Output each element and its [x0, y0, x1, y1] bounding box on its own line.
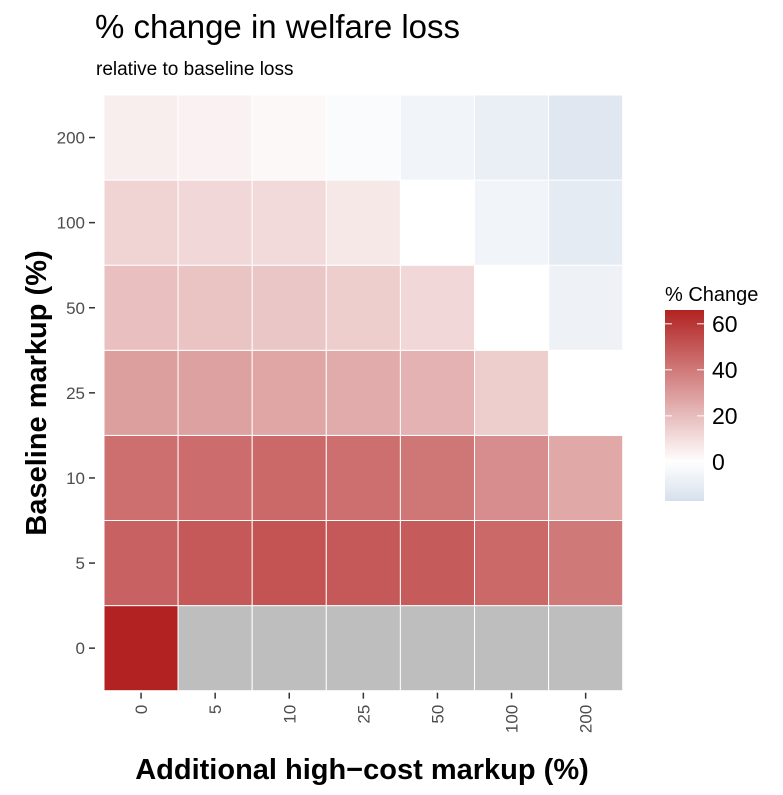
- heatmap-cell: [548, 94, 624, 181]
- heatmap-cell: [474, 520, 550, 607]
- heatmap-cell: [103, 179, 179, 266]
- heatmap-cell: [548, 434, 624, 521]
- y-tick-label: 50: [66, 299, 85, 318]
- heatmap-cell: [399, 434, 475, 521]
- legend-tick-label: 60: [712, 311, 738, 337]
- heatmap-cell: [399, 179, 475, 266]
- heatmap-cell: [103, 605, 179, 692]
- heatmap-cell: [177, 520, 253, 607]
- heatmap-cell: [325, 434, 401, 521]
- x-axis-title: Additional high−cost markup (%): [135, 754, 589, 786]
- heatmap-cell: [474, 349, 550, 436]
- x-tick-label: 0: [132, 705, 151, 714]
- heatmap-cell: [177, 94, 253, 181]
- y-tick-label: 100: [57, 214, 85, 233]
- heatmap-cell: [177, 179, 253, 266]
- heatmap-cell: [103, 264, 179, 351]
- legend-tick-label: 0: [712, 449, 725, 475]
- y-tick-label: 10: [66, 469, 85, 488]
- legend-tick-label: 20: [712, 403, 738, 429]
- heatmap-cell: [474, 434, 550, 521]
- heatmap-cell: [103, 520, 179, 607]
- heatmap-cell: [177, 605, 253, 692]
- heatmap-cell: [103, 434, 179, 521]
- heatmap-cell: [177, 264, 253, 351]
- heatmap-cell: [251, 605, 327, 692]
- x-tick-label: 200: [577, 705, 596, 733]
- heatmap-cell: [325, 605, 401, 692]
- heatmap-cell: [325, 94, 401, 181]
- y-axis-title: Baseline markup (%): [21, 250, 53, 535]
- heatmap-cell: [548, 520, 624, 607]
- heatmap-cell: [399, 349, 475, 436]
- x-tick-label: 10: [280, 705, 299, 724]
- heatmap-cell: [548, 264, 624, 351]
- heatmap-cell: [251, 179, 327, 266]
- heatmap-cell: [399, 94, 475, 181]
- x-axis: 0 5 10 25 50 100 200: [132, 692, 596, 733]
- heatmap-cell: [399, 520, 475, 607]
- y-tick-label: 200: [57, 129, 85, 148]
- heatmap-cell: [325, 179, 401, 266]
- heatmap-cell: [325, 264, 401, 351]
- heatmap-cell: [177, 434, 253, 521]
- heatmap-cell: [177, 349, 253, 436]
- y-tick-label: 5: [76, 554, 85, 573]
- legend-ticks: 0 20 40 60: [665, 311, 738, 475]
- heatmap-cell: [103, 94, 179, 181]
- x-tick-label: 100: [503, 705, 522, 733]
- heatmap-cell: [251, 94, 327, 181]
- legend-tick-label: 40: [712, 357, 738, 383]
- x-tick-label: 5: [206, 705, 225, 714]
- heatmap-cell: [251, 349, 327, 436]
- x-tick-label: 25: [354, 705, 373, 724]
- y-axis: 0 5 10 25 50 100 200: [57, 129, 95, 658]
- heatmap-cell: [474, 264, 550, 351]
- y-tick-label: 25: [66, 384, 85, 403]
- legend-title: % Change: [665, 284, 758, 306]
- heatmap-cell: [325, 520, 401, 607]
- heatmap-cell: [251, 264, 327, 351]
- heatmap-cells: [103, 94, 624, 692]
- heatmap-cell: [399, 264, 475, 351]
- heatmap-cell: [251, 520, 327, 607]
- heatmap-cell: [548, 349, 624, 436]
- legend-colorbar: [665, 310, 704, 501]
- heatmap-cell: [251, 434, 327, 521]
- heatmap-cell: [548, 179, 624, 266]
- heatmap-cell: [474, 94, 550, 181]
- x-tick-label: 50: [428, 705, 447, 724]
- chart-subtitle: relative to baseline loss: [96, 59, 294, 80]
- chart-title: % change in welfare loss: [95, 8, 460, 45]
- heatmap-cell: [474, 179, 550, 266]
- heatmap-cell: [399, 605, 475, 692]
- heatmap-cell: [474, 605, 550, 692]
- heatmap-cell: [103, 349, 179, 436]
- heatmap-cell: [548, 605, 624, 692]
- y-tick-label: 0: [76, 639, 85, 658]
- heatmap-cell: [325, 349, 401, 436]
